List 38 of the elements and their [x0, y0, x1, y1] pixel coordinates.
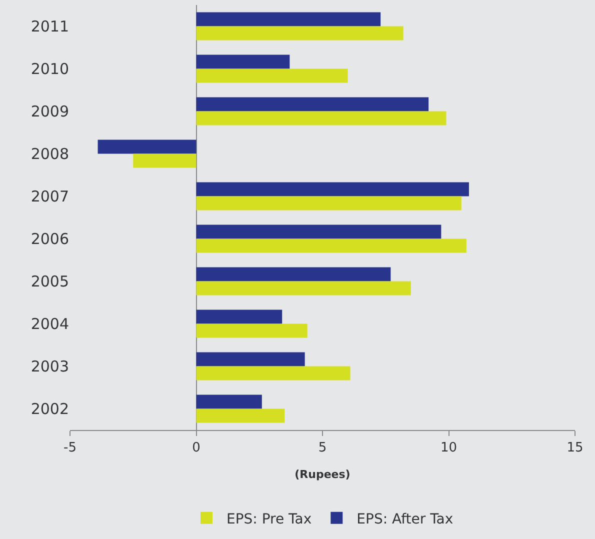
- bar: [196, 366, 350, 380]
- bar: [196, 324, 308, 338]
- bar: [196, 267, 391, 282]
- bar: [133, 154, 196, 168]
- legend-label: EPS: Pre Tax: [226, 511, 312, 528]
- x-tick-label: 5: [318, 440, 327, 456]
- bar: [196, 394, 262, 409]
- bar: [196, 97, 429, 112]
- bar: [196, 408, 285, 423]
- y-tick-label: 2005: [30, 272, 69, 290]
- bar: [196, 111, 446, 126]
- bar: [196, 26, 404, 40]
- x-tick-label: 15: [566, 440, 584, 456]
- legend-label: EPS: After Tax: [356, 511, 454, 528]
- bar: [196, 12, 381, 26]
- x-tick-label: 10: [440, 440, 458, 456]
- bar: [98, 140, 196, 154]
- y-tick-label: 2007: [30, 188, 69, 206]
- bar: [196, 68, 348, 83]
- y-tick-label: 2002: [30, 400, 69, 418]
- bar: [196, 310, 282, 324]
- y-tick-label: 2004: [30, 315, 69, 333]
- x-axis-title: (Rupees): [294, 468, 350, 481]
- bar: [196, 352, 305, 366]
- y-tick-label: 2010: [30, 60, 69, 78]
- y-tick-label: 2009: [30, 102, 69, 120]
- y-tick-label: 2003: [30, 358, 69, 376]
- x-tick-label: 0: [192, 440, 200, 456]
- bar: [196, 182, 469, 196]
- y-tick-label: 2011: [30, 18, 69, 36]
- bar: [196, 224, 442, 239]
- bar: [196, 54, 290, 69]
- y-tick-label: 2006: [30, 230, 69, 248]
- bar: [196, 238, 466, 253]
- y-tick-label: 2008: [30, 145, 69, 163]
- bar: [196, 281, 411, 296]
- bar: [196, 196, 462, 210]
- x-tick-label: -5: [64, 440, 76, 456]
